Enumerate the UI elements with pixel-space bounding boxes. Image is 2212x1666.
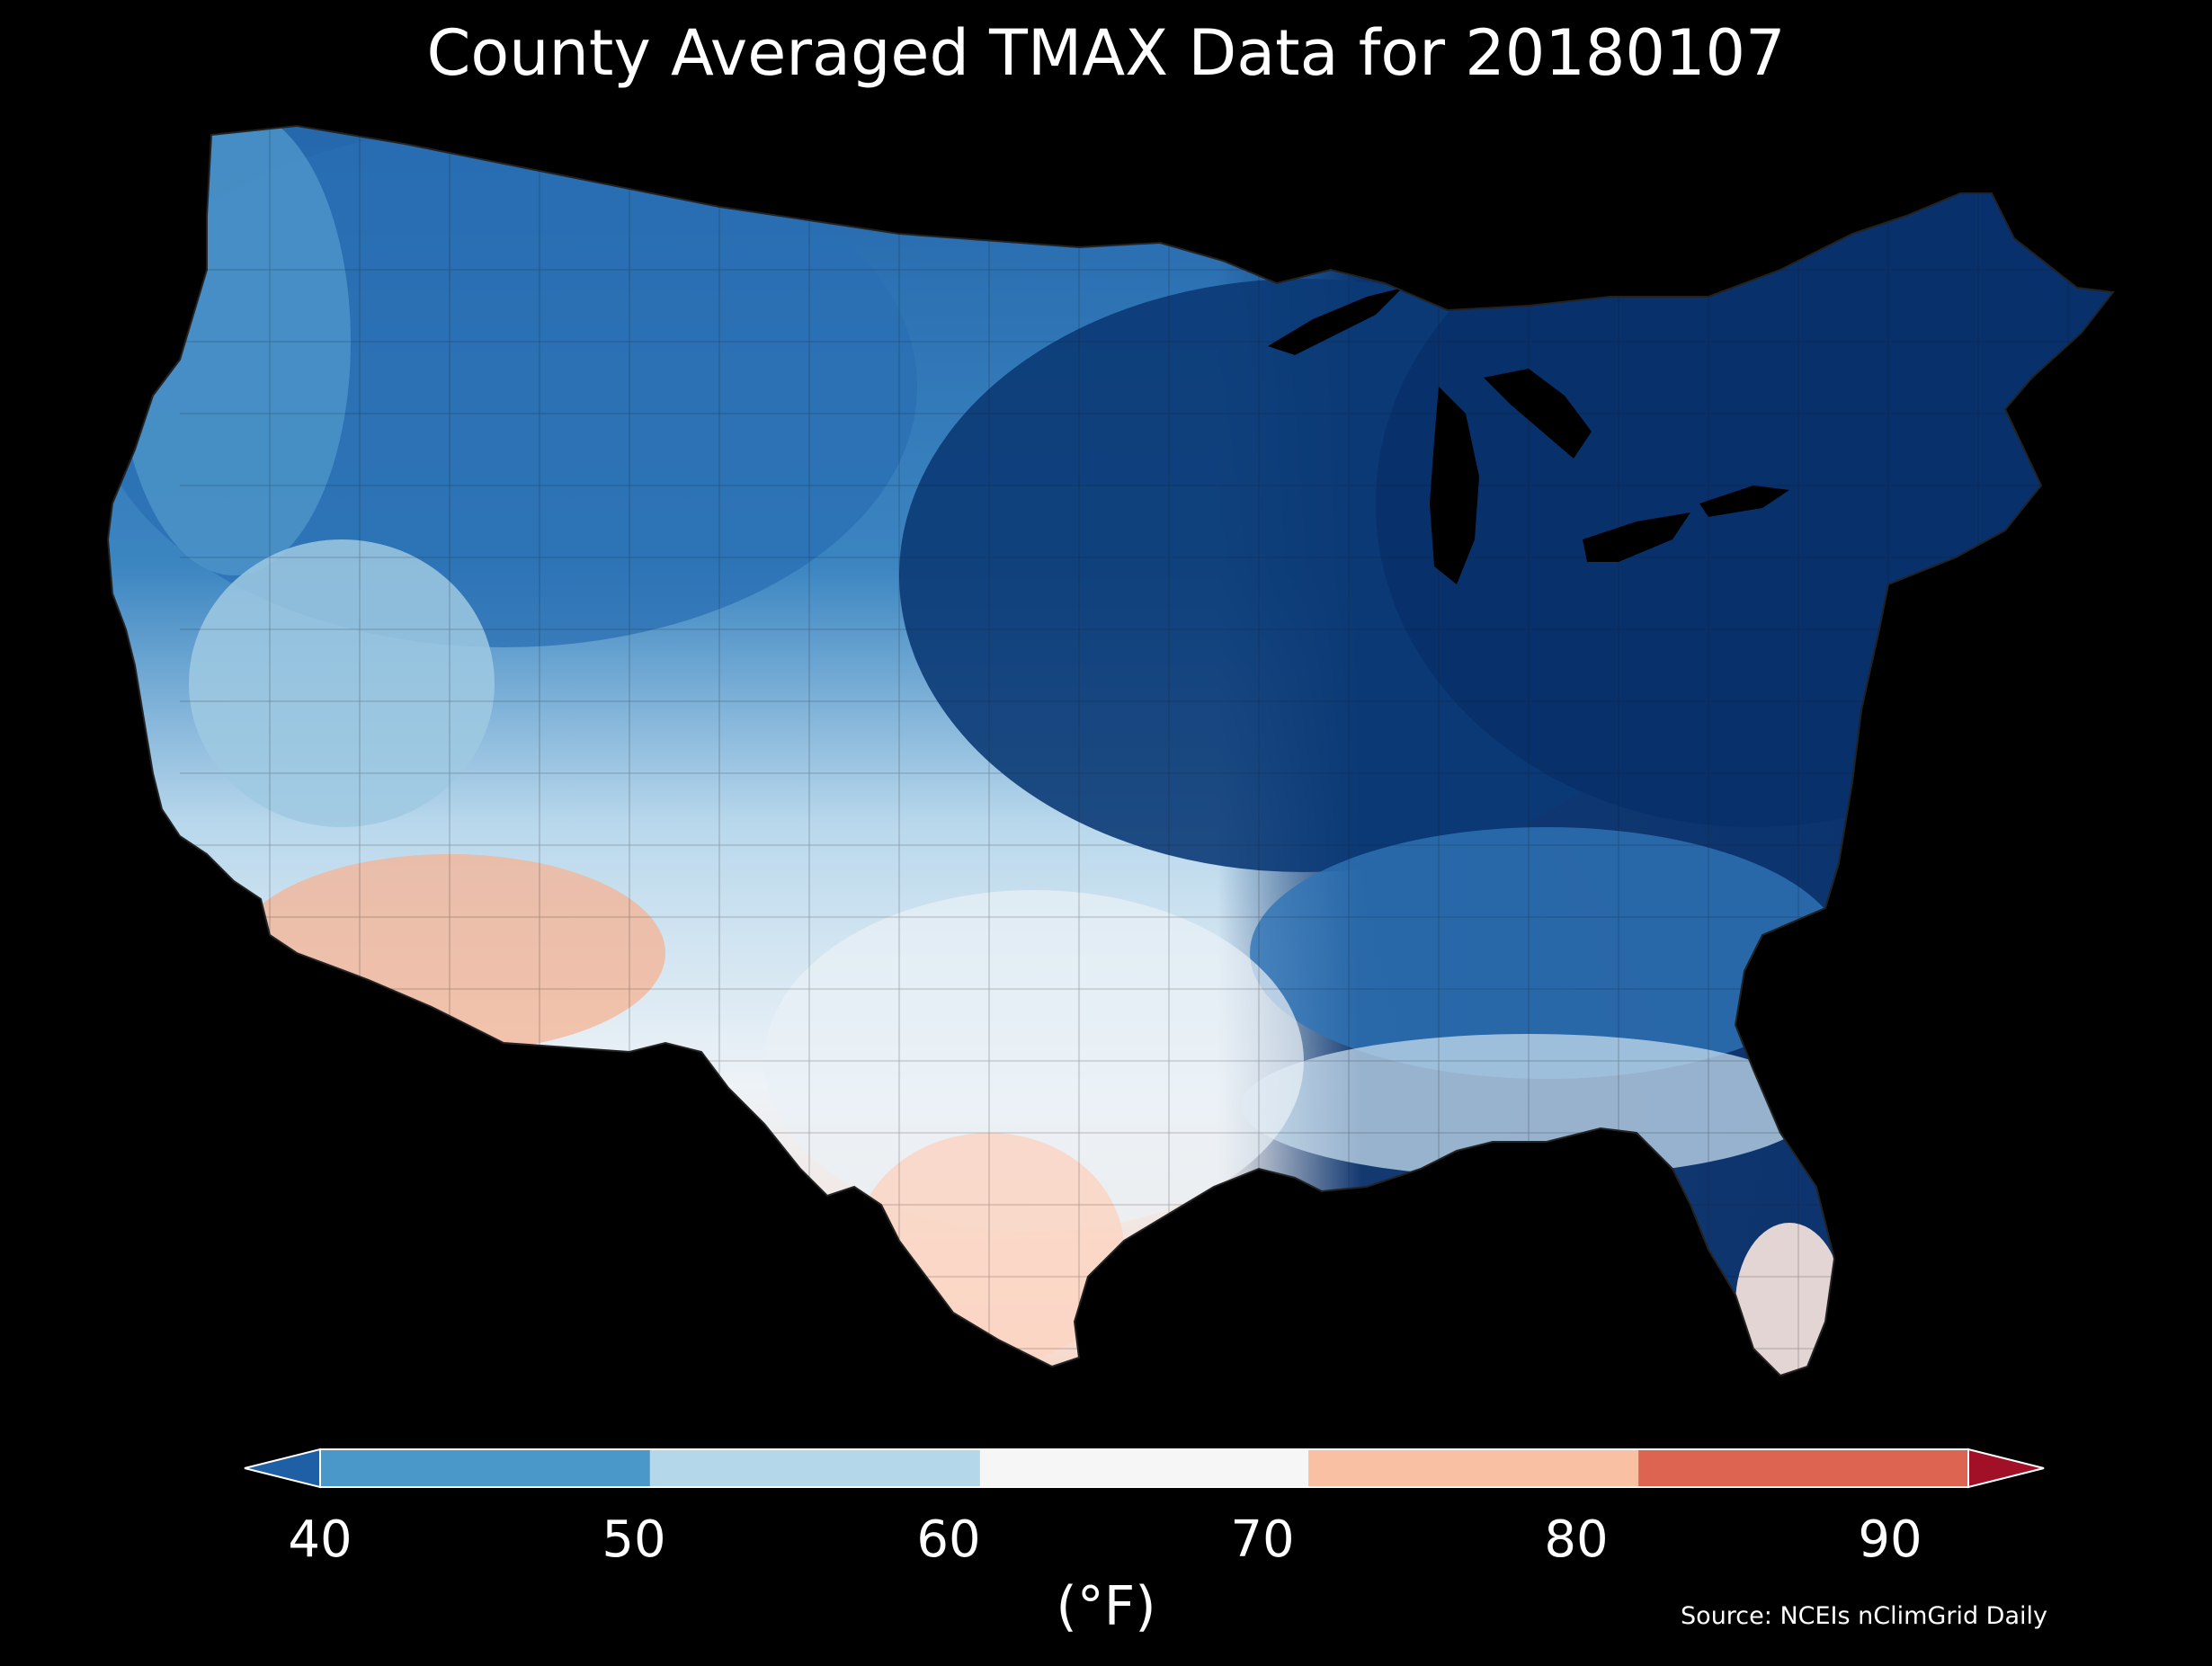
- colorbar-tick-label: 80: [1544, 1510, 1609, 1569]
- region-texas-interior: [764, 890, 1304, 1232]
- colorbar-tick-label: 40: [288, 1510, 352, 1569]
- contiguous-us: [108, 126, 2113, 1376]
- colorbar-bin: [979, 1449, 1309, 1487]
- colorbar-bin: [649, 1449, 980, 1487]
- region-gulf-coast: [1241, 1034, 1816, 1178]
- great-lakes: [1268, 288, 1789, 584]
- colorbar-tick-label: 50: [602, 1510, 666, 1569]
- colorbar-under-extension: [244, 1448, 321, 1489]
- colorbar-bin: [1638, 1449, 1968, 1487]
- colorbar-tick-label: 60: [916, 1510, 981, 1569]
- colorbar-tick-label: 90: [1858, 1510, 1922, 1569]
- colorbar: [244, 1448, 2045, 1489]
- colorbar-bin: [1308, 1449, 1639, 1487]
- map-title: County Averaged TMAX Data for 20180107: [426, 16, 1786, 90]
- region-southeast: [1250, 827, 1843, 1079]
- colorbar-tick-label: 70: [1230, 1510, 1295, 1569]
- source-note: Source: NCEIs nClimGrid Daily: [1681, 1602, 2047, 1630]
- colorbar-over-extension: [1967, 1448, 2045, 1489]
- colorbar-bin: [320, 1449, 650, 1487]
- colorbar-unit-label: (°F): [1056, 1575, 1156, 1638]
